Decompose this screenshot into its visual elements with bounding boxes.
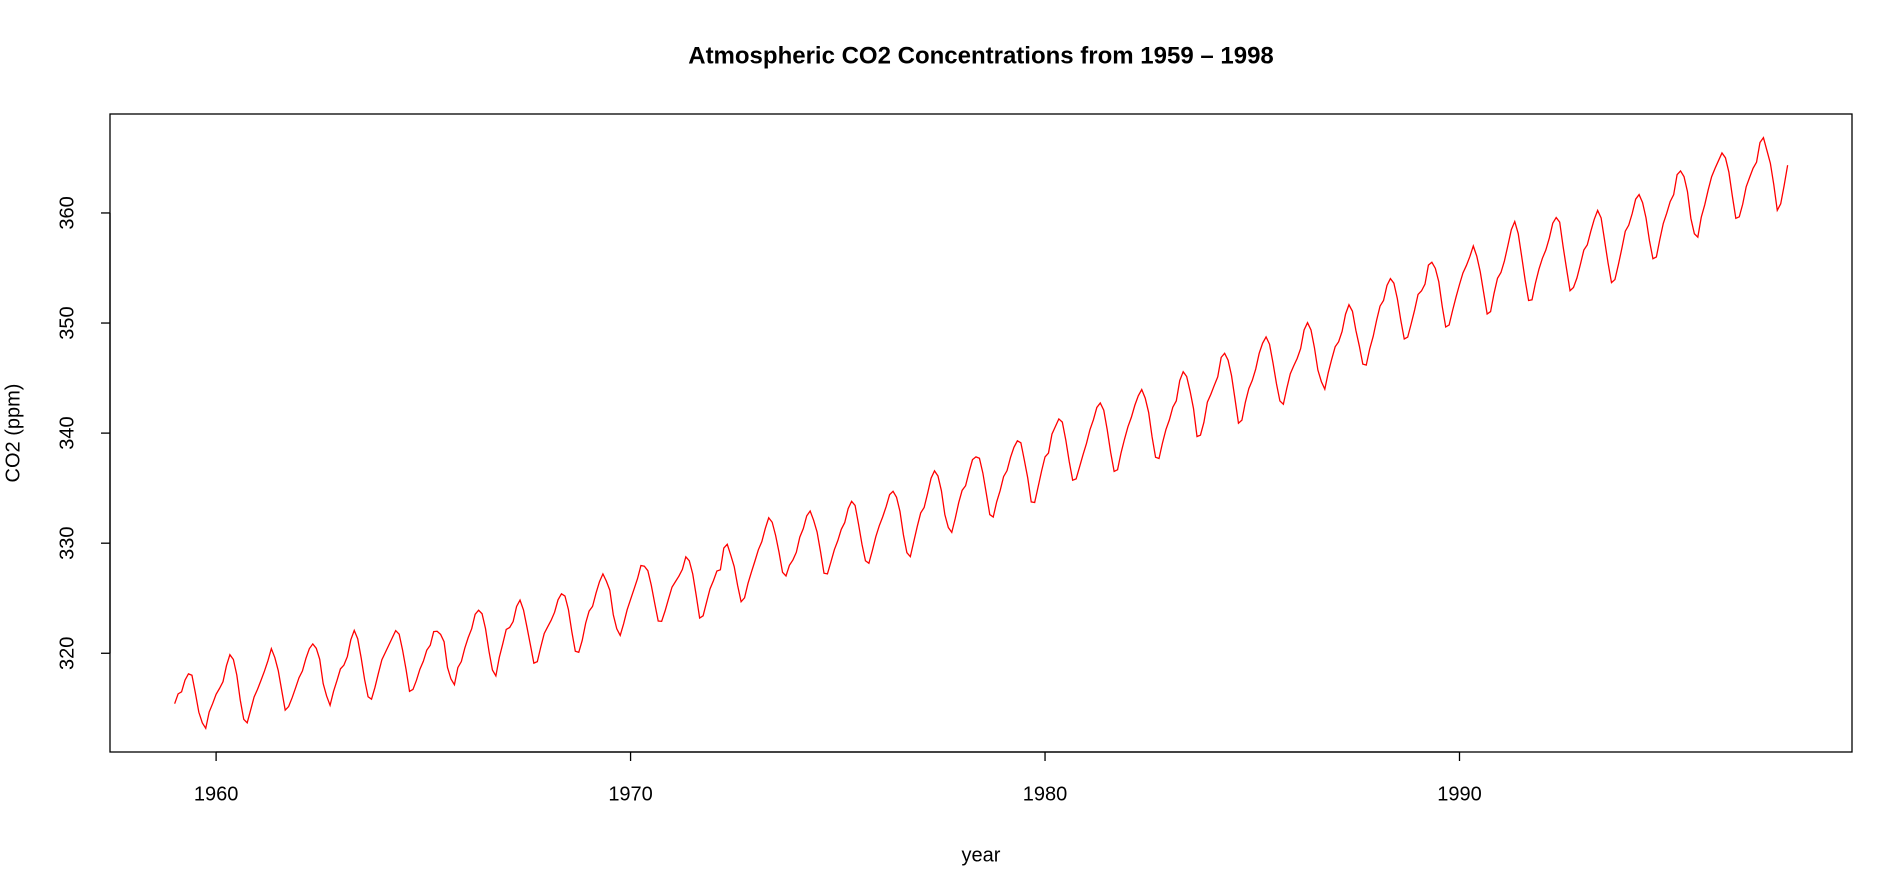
x-axis-label: year (962, 844, 1001, 866)
y-axis-label: CO2 (ppm) (2, 384, 24, 483)
y-tick-label: 340 (56, 416, 78, 449)
x-tick-label: 1980 (1023, 783, 1068, 805)
chart-title: Atmospheric CO2 Concentrations from 1959… (688, 42, 1274, 69)
y-tick-label: 360 (56, 196, 78, 229)
x-tick-label: 1990 (1437, 783, 1482, 805)
data-line (174, 136, 1789, 731)
plot-frame (109, 113, 1853, 753)
x-tick-label: 1960 (194, 783, 239, 805)
y-tick-label: 320 (56, 637, 78, 670)
x-tick-label: 1970 (608, 783, 653, 805)
y-tick-label: 330 (56, 526, 78, 559)
y-tick-label: 350 (56, 306, 78, 339)
